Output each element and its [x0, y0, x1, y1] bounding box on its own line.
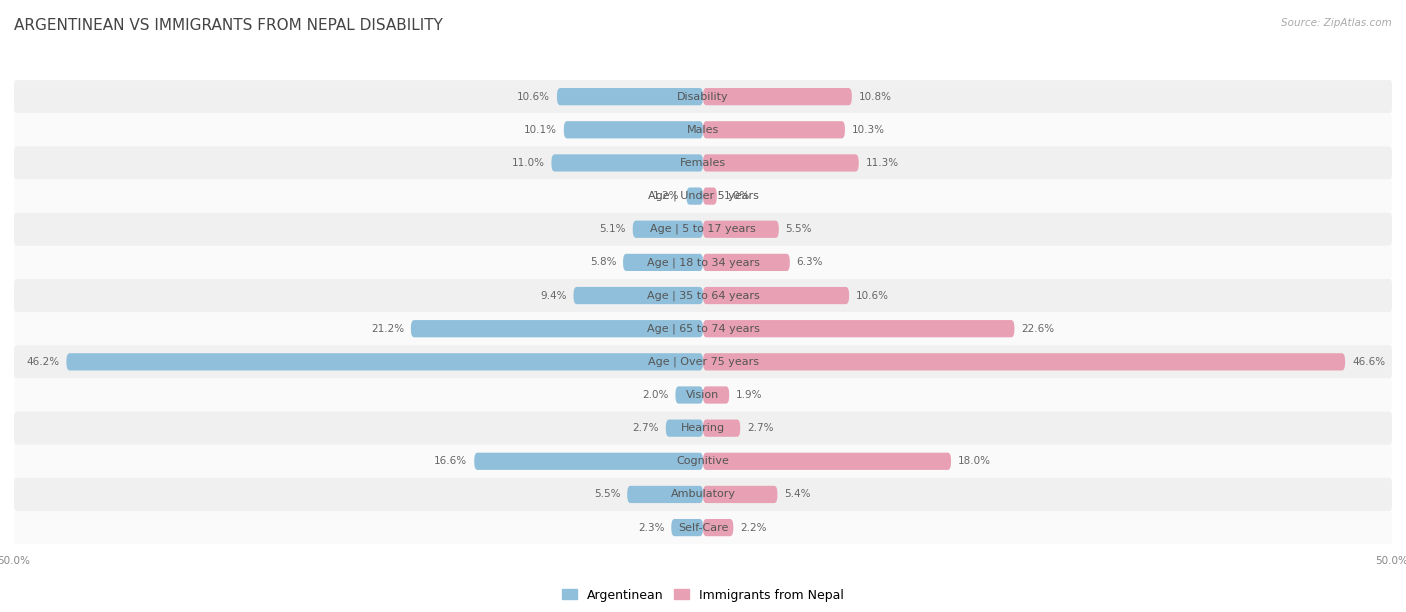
Text: Males: Males: [688, 125, 718, 135]
FancyBboxPatch shape: [703, 386, 730, 404]
Text: Females: Females: [681, 158, 725, 168]
Text: Hearing: Hearing: [681, 423, 725, 433]
Text: Vision: Vision: [686, 390, 720, 400]
Text: Age | 35 to 64 years: Age | 35 to 64 years: [647, 290, 759, 300]
FancyBboxPatch shape: [557, 88, 703, 105]
Text: 10.3%: 10.3%: [852, 125, 884, 135]
Text: Disability: Disability: [678, 92, 728, 102]
Text: Age | 18 to 34 years: Age | 18 to 34 years: [647, 257, 759, 267]
Text: 1.2%: 1.2%: [652, 191, 679, 201]
FancyBboxPatch shape: [666, 419, 703, 437]
FancyBboxPatch shape: [551, 154, 703, 171]
FancyBboxPatch shape: [14, 378, 1392, 411]
FancyBboxPatch shape: [703, 287, 849, 304]
Text: 2.0%: 2.0%: [643, 390, 669, 400]
Text: 10.8%: 10.8%: [859, 92, 891, 102]
FancyBboxPatch shape: [703, 419, 740, 437]
Text: 46.2%: 46.2%: [27, 357, 59, 367]
FancyBboxPatch shape: [703, 320, 1014, 337]
Text: 11.0%: 11.0%: [512, 158, 544, 168]
Text: Age | Under 5 years: Age | Under 5 years: [648, 191, 758, 201]
Text: 10.6%: 10.6%: [856, 291, 889, 300]
FancyBboxPatch shape: [474, 453, 703, 470]
FancyBboxPatch shape: [703, 353, 1346, 370]
FancyBboxPatch shape: [675, 386, 703, 404]
FancyBboxPatch shape: [703, 220, 779, 238]
FancyBboxPatch shape: [703, 254, 790, 271]
Text: 2.3%: 2.3%: [638, 523, 665, 532]
FancyBboxPatch shape: [703, 453, 950, 470]
FancyBboxPatch shape: [14, 179, 1392, 212]
FancyBboxPatch shape: [703, 187, 717, 204]
Text: 2.7%: 2.7%: [747, 423, 773, 433]
Text: Age | Over 75 years: Age | Over 75 years: [648, 357, 758, 367]
Text: 6.3%: 6.3%: [797, 258, 823, 267]
Text: 2.7%: 2.7%: [633, 423, 659, 433]
FancyBboxPatch shape: [633, 220, 703, 238]
FancyBboxPatch shape: [14, 246, 1392, 279]
Legend: Argentinean, Immigrants from Nepal: Argentinean, Immigrants from Nepal: [557, 584, 849, 606]
FancyBboxPatch shape: [574, 287, 703, 304]
Text: 1.9%: 1.9%: [737, 390, 762, 400]
Text: 11.3%: 11.3%: [866, 158, 898, 168]
Text: 5.4%: 5.4%: [785, 490, 811, 499]
Text: 10.6%: 10.6%: [517, 92, 550, 102]
Text: 21.2%: 21.2%: [371, 324, 404, 334]
FancyBboxPatch shape: [703, 486, 778, 503]
Text: Age | 5 to 17 years: Age | 5 to 17 years: [650, 224, 756, 234]
Text: 16.6%: 16.6%: [434, 457, 467, 466]
FancyBboxPatch shape: [14, 113, 1392, 146]
FancyBboxPatch shape: [66, 353, 703, 370]
Text: Cognitive: Cognitive: [676, 457, 730, 466]
FancyBboxPatch shape: [14, 345, 1392, 378]
FancyBboxPatch shape: [686, 187, 703, 204]
Text: 9.4%: 9.4%: [540, 291, 567, 300]
FancyBboxPatch shape: [703, 154, 859, 171]
FancyBboxPatch shape: [14, 445, 1392, 478]
FancyBboxPatch shape: [627, 486, 703, 503]
FancyBboxPatch shape: [14, 80, 1392, 113]
Text: Source: ZipAtlas.com: Source: ZipAtlas.com: [1281, 18, 1392, 28]
FancyBboxPatch shape: [14, 212, 1392, 246]
Text: ARGENTINEAN VS IMMIGRANTS FROM NEPAL DISABILITY: ARGENTINEAN VS IMMIGRANTS FROM NEPAL DIS…: [14, 18, 443, 34]
FancyBboxPatch shape: [564, 121, 703, 138]
Text: 46.6%: 46.6%: [1353, 357, 1385, 367]
FancyBboxPatch shape: [703, 519, 734, 536]
Text: Ambulatory: Ambulatory: [671, 490, 735, 499]
FancyBboxPatch shape: [671, 519, 703, 536]
FancyBboxPatch shape: [14, 312, 1392, 345]
FancyBboxPatch shape: [623, 254, 703, 271]
FancyBboxPatch shape: [14, 146, 1392, 179]
Text: 5.5%: 5.5%: [593, 490, 620, 499]
FancyBboxPatch shape: [14, 279, 1392, 312]
Text: 10.1%: 10.1%: [524, 125, 557, 135]
FancyBboxPatch shape: [14, 411, 1392, 445]
Text: 5.1%: 5.1%: [599, 224, 626, 234]
Text: Self-Care: Self-Care: [678, 523, 728, 532]
FancyBboxPatch shape: [703, 121, 845, 138]
Text: 22.6%: 22.6%: [1021, 324, 1054, 334]
Text: 2.2%: 2.2%: [740, 523, 766, 532]
FancyBboxPatch shape: [14, 511, 1392, 544]
Text: 18.0%: 18.0%: [957, 457, 991, 466]
FancyBboxPatch shape: [703, 88, 852, 105]
FancyBboxPatch shape: [411, 320, 703, 337]
Text: Age | 65 to 74 years: Age | 65 to 74 years: [647, 324, 759, 334]
FancyBboxPatch shape: [14, 478, 1392, 511]
Text: 5.5%: 5.5%: [786, 224, 813, 234]
Text: 5.8%: 5.8%: [589, 258, 616, 267]
Text: 1.0%: 1.0%: [724, 191, 749, 201]
